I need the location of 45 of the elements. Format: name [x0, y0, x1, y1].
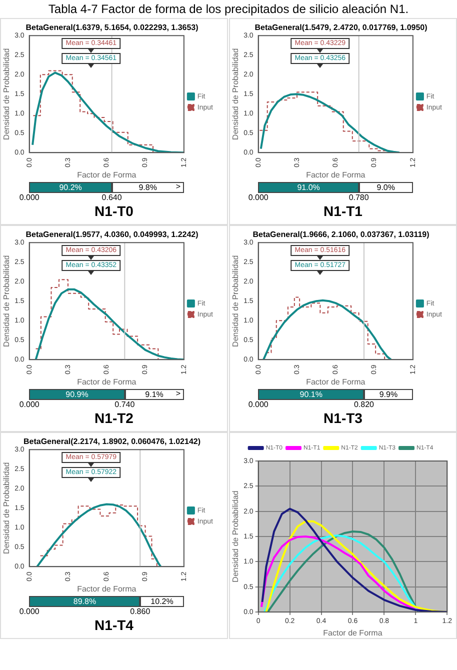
text: 0.000	[19, 400, 40, 409]
text: 9.1%	[145, 390, 164, 399]
text: 0.000	[19, 607, 40, 616]
text: 0.860	[130, 607, 150, 616]
text: 0.640	[102, 193, 122, 202]
text: 0.740	[114, 400, 135, 409]
chart-title: BetaGeneral(2.2174, 1.8902, 0.060476, 1.02142)	[23, 437, 201, 446]
x-axis-title: Factor de Forma	[77, 584, 137, 594]
text: 0.820	[354, 400, 374, 409]
x-axis-title: Factor de Forma	[306, 170, 366, 180]
text: 10.2%	[140, 596, 184, 607]
text: 90.1%	[258, 389, 364, 400]
text: 9.9%	[364, 389, 413, 400]
text: 0.000	[19, 193, 40, 202]
x-axis-title: Factor de Forma	[77, 377, 137, 386]
text: N1-T1	[322, 203, 364, 219]
chart-title: BetaGeneral(1.6379, 5.1654, 0.022293, 1.3653)	[26, 23, 199, 32]
text: 90.2%	[29, 182, 112, 193]
x-axis-title: Factor de Forma	[323, 628, 383, 638]
x-axis-title: Factor de Forma	[77, 170, 137, 180]
text: 89.8%	[29, 596, 140, 607]
text: 0.000	[248, 400, 268, 409]
text: N1-T3	[322, 410, 364, 426]
y-axis-title: Densidad de Probabilidad	[2, 255, 12, 347]
text: N1-T0	[94, 203, 134, 219]
text: >	[176, 389, 181, 398]
text: 0.000	[248, 193, 268, 202]
y-axis-title: Densidad de Probabilidad	[231, 48, 240, 140]
chart-title: BetaGeneral(1.9666, 2.1060, 0.037367, 1.03119)	[252, 230, 430, 240]
y-axis-title: Densidad de Probabilidad	[231, 490, 240, 582]
chart-title: BetaGeneral(1.5479, 2.4720, 0.017769, 1.0950)	[254, 23, 428, 32]
y-axis-title: Densidad de Probabilidad	[2, 462, 12, 554]
chart-title: BetaGeneral(1.9577, 4.0360, 0.049993, 1.2242)	[26, 230, 199, 240]
text: >	[176, 182, 181, 191]
text: Tabla 4-7 Factor de forma de los precipitados de silicio aleación N1.	[47, 1, 410, 18]
text: 0.780	[348, 193, 369, 202]
text: 91.0%	[258, 182, 359, 193]
text: 90.9%	[29, 389, 125, 400]
text: N1-T4	[94, 617, 134, 633]
y-axis-title: Densidad de Probabilidad	[2, 48, 12, 140]
text: N1-T2	[94, 410, 134, 426]
y-axis-title: Densidad de Probabilidad	[231, 255, 240, 347]
text: 9.0%	[358, 182, 413, 193]
x-axis-title: Factor de Forma	[306, 377, 366, 386]
text: 9.8%	[138, 183, 157, 192]
